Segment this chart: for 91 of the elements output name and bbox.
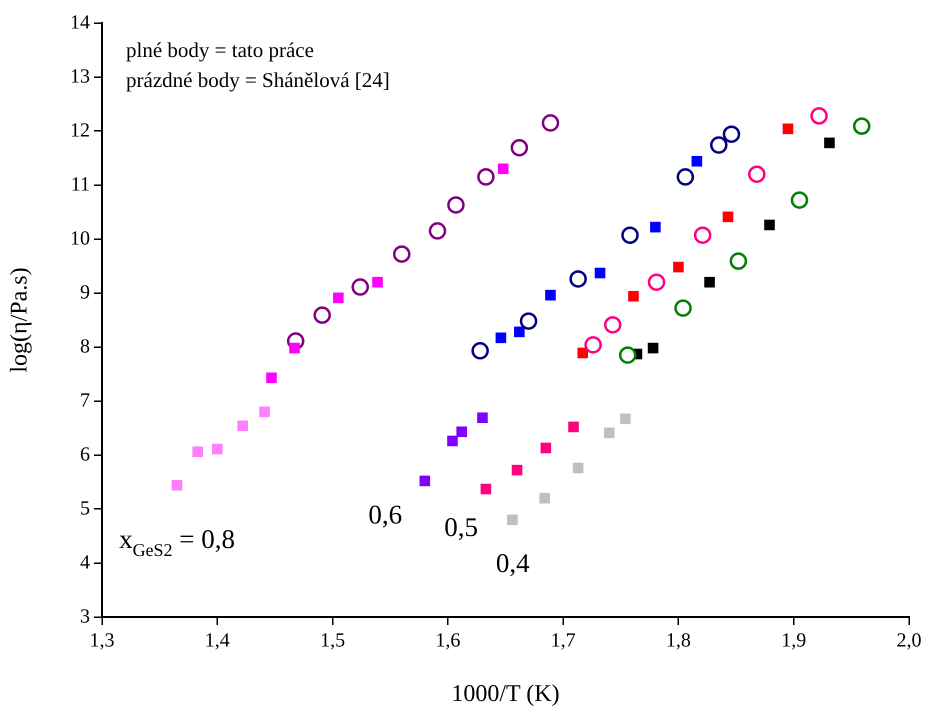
y-tick-label: 12 [70,119,90,142]
point [447,196,465,214]
point [545,290,556,300]
point [333,292,344,304]
point [621,226,639,244]
point [237,420,248,432]
x-tick-label: 1,5 [320,629,346,652]
point [428,222,446,240]
point [514,326,525,338]
point [673,262,684,272]
point [192,446,203,458]
x-tick-label: 1,7 [550,629,576,652]
point [577,348,588,358]
x-tick-label: 1,6 [435,629,460,652]
point [512,464,522,476]
point [456,426,467,438]
point [266,372,277,384]
point [604,316,622,334]
annotation: 0,4 [496,548,530,578]
x-tick-label: 2,0 [896,629,922,652]
y-tick-label: 10 [70,227,90,250]
point [692,156,702,167]
x-tick-label: 1,9 [781,629,806,652]
y-tick-label: 5 [80,497,90,520]
point [594,268,606,278]
annotation: 0,5 [444,512,478,542]
point [710,136,728,154]
annotation: prázdné body = Shánělová [24] [126,68,390,92]
point [520,312,538,330]
point [313,306,331,324]
point [392,245,410,263]
point [810,107,828,125]
point [372,276,383,288]
point [852,117,870,135]
point [542,114,560,132]
y-tick-label: 7 [80,389,90,412]
point [568,422,579,432]
x-tick-label: 1,4 [204,629,230,652]
y-tick-label: 3 [80,605,90,628]
annotation: plné body = tato práce [126,38,314,62]
annotation: 0,6 [368,500,402,530]
point [498,163,508,174]
point [824,138,835,148]
point [674,299,692,317]
point [539,492,550,504]
y-tick-label: 13 [70,65,90,88]
y-tick-label: 14 [70,11,90,34]
point [212,444,223,454]
point [704,276,715,288]
point [569,270,587,288]
point [471,342,489,360]
point [676,168,694,186]
y-tick-label: 9 [80,281,90,304]
point [584,336,602,354]
point [480,484,492,494]
x-tick-label: 1,3 [90,629,114,652]
y-tick-label: 6 [80,443,90,466]
point [790,191,808,209]
point [351,278,369,296]
point [620,414,631,424]
point [259,406,270,418]
point [730,252,748,270]
y-tick-label: 8 [80,335,90,358]
point [694,226,712,244]
point [650,222,661,232]
point [722,212,734,222]
point [648,273,666,291]
point [572,462,584,474]
point [604,428,615,438]
point [507,514,518,526]
x-axis-title: 1000/T (K) [451,680,560,707]
point [289,342,300,354]
point [618,346,636,364]
point [496,332,506,344]
y-tick-label: 11 [70,173,90,196]
point [540,442,552,454]
x-tick-label: 1,8 [666,629,691,652]
point [748,165,766,183]
y-axis-title: log(η/Pa.s) [6,267,33,373]
point [447,436,458,446]
point [782,124,794,134]
y-tick-label: 4 [80,551,90,574]
point [172,480,182,491]
point [722,125,740,143]
point [764,220,775,230]
point [510,138,528,156]
point [477,168,495,186]
point [628,290,639,302]
point [419,476,430,486]
point [648,342,658,354]
point [477,412,488,424]
